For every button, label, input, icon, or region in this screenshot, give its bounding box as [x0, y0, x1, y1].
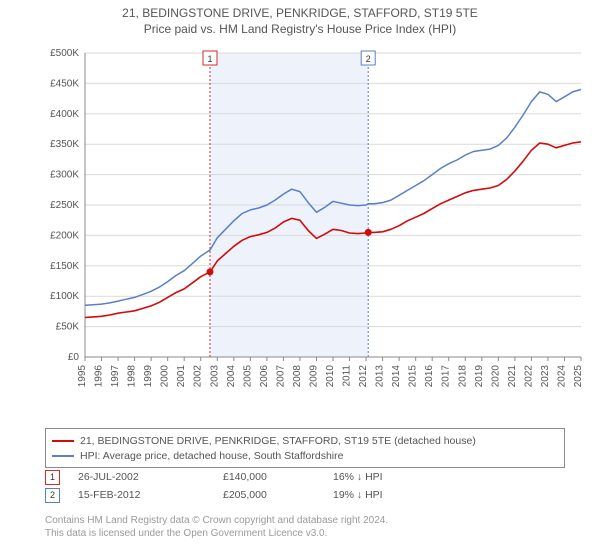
svg-text:£0: £0: [68, 352, 80, 363]
svg-text:2022: 2022: [523, 365, 534, 388]
svg-text:2001: 2001: [176, 365, 187, 388]
marker-row: 2 15-FEB-2012 £205,000 19% ↓ HPI: [45, 486, 565, 504]
svg-text:2010: 2010: [325, 365, 336, 388]
svg-text:2005: 2005: [242, 365, 253, 388]
svg-text:1998: 1998: [127, 365, 138, 388]
chart-title-sub: Price paid vs. HM Land Registry's House …: [0, 22, 600, 36]
svg-text:£50K: £50K: [56, 322, 80, 333]
marker-price: £205,000: [223, 489, 333, 501]
svg-text:£150K: £150K: [50, 261, 79, 272]
svg-text:2008: 2008: [292, 365, 303, 388]
svg-text:2004: 2004: [226, 365, 237, 388]
marker-row: 1 26-JUL-2002 £140,000 16% ↓ HPI: [45, 468, 565, 486]
footer-line: This data is licensed under the Open Gov…: [45, 527, 565, 540]
svg-text:£300K: £300K: [50, 170, 79, 181]
svg-text:£100K: £100K: [50, 291, 79, 302]
svg-text:£450K: £450K: [50, 78, 79, 89]
svg-text:£500K: £500K: [50, 48, 79, 59]
legend-swatch: [52, 455, 74, 457]
legend-item: HPI: Average price, detached house, Sout…: [52, 449, 558, 463]
svg-text:£400K: £400K: [50, 109, 79, 120]
svg-text:2015: 2015: [408, 365, 419, 388]
svg-text:2011: 2011: [342, 365, 353, 387]
svg-text:2017: 2017: [441, 365, 452, 388]
svg-text:1997: 1997: [110, 365, 121, 388]
legend-swatch: [52, 440, 74, 442]
svg-text:2024: 2024: [556, 365, 567, 388]
svg-text:2020: 2020: [490, 365, 501, 388]
footer-line: Contains HM Land Registry data © Crown c…: [45, 514, 565, 527]
legend: 21, BEDINGSTONE DRIVE, PENKRIDGE, STAFFO…: [45, 428, 565, 468]
svg-text:2000: 2000: [160, 365, 171, 388]
svg-text:2014: 2014: [391, 365, 402, 388]
svg-text:1995: 1995: [77, 365, 88, 388]
svg-text:£250K: £250K: [50, 200, 79, 211]
svg-text:1999: 1999: [143, 365, 154, 388]
footer: Contains HM Land Registry data © Crown c…: [45, 514, 565, 540]
chart-title-address: 21, BEDINGSTONE DRIVE, PENKRIDGE, STAFFO…: [0, 6, 600, 20]
marker-pct: 16% ↓ HPI: [333, 471, 423, 483]
chart-area: £0 £50K £100K £150K £200K £250K £300K £350K £400…: [45, 45, 585, 405]
legend-label: HPI: Average price, detached house, Sout…: [80, 449, 343, 463]
svg-text:2012: 2012: [358, 365, 369, 388]
svg-text:£200K: £200K: [50, 230, 79, 241]
legend-item: 21, BEDINGSTONE DRIVE, PENKRIDGE, STAFFO…: [52, 434, 558, 448]
svg-text:1: 1: [207, 54, 212, 64]
svg-text:2007: 2007: [275, 365, 286, 388]
marker-price: £140,000: [223, 471, 333, 483]
svg-text:2021: 2021: [507, 365, 518, 388]
legend-label: 21, BEDINGSTONE DRIVE, PENKRIDGE, STAFFO…: [80, 434, 476, 448]
marker-date: 26-JUL-2002: [78, 471, 223, 483]
svg-text:2025: 2025: [573, 365, 584, 388]
svg-text:2019: 2019: [474, 365, 485, 388]
svg-text:2006: 2006: [259, 365, 270, 388]
marker-badge-1: 1: [45, 470, 60, 485]
marker-date: 15-FEB-2012: [78, 489, 223, 501]
marker-pct: 19% ↓ HPI: [333, 489, 423, 501]
svg-text:2003: 2003: [209, 365, 220, 388]
marker-badge-2: 2: [45, 488, 60, 503]
svg-text:£350K: £350K: [50, 139, 79, 150]
svg-text:1996: 1996: [94, 365, 105, 388]
line-chart: £0 £50K £100K £150K £200K £250K £300K £350K £400…: [45, 45, 585, 405]
svg-text:2009: 2009: [308, 365, 319, 388]
svg-text:2016: 2016: [424, 365, 435, 388]
svg-text:2013: 2013: [375, 365, 386, 388]
svg-text:2023: 2023: [540, 365, 551, 388]
svg-text:2018: 2018: [457, 365, 468, 388]
svg-text:2002: 2002: [193, 365, 204, 388]
svg-text:2: 2: [366, 54, 371, 64]
marker-table: 1 26-JUL-2002 £140,000 16% ↓ HPI 2 15-FE…: [45, 468, 565, 504]
